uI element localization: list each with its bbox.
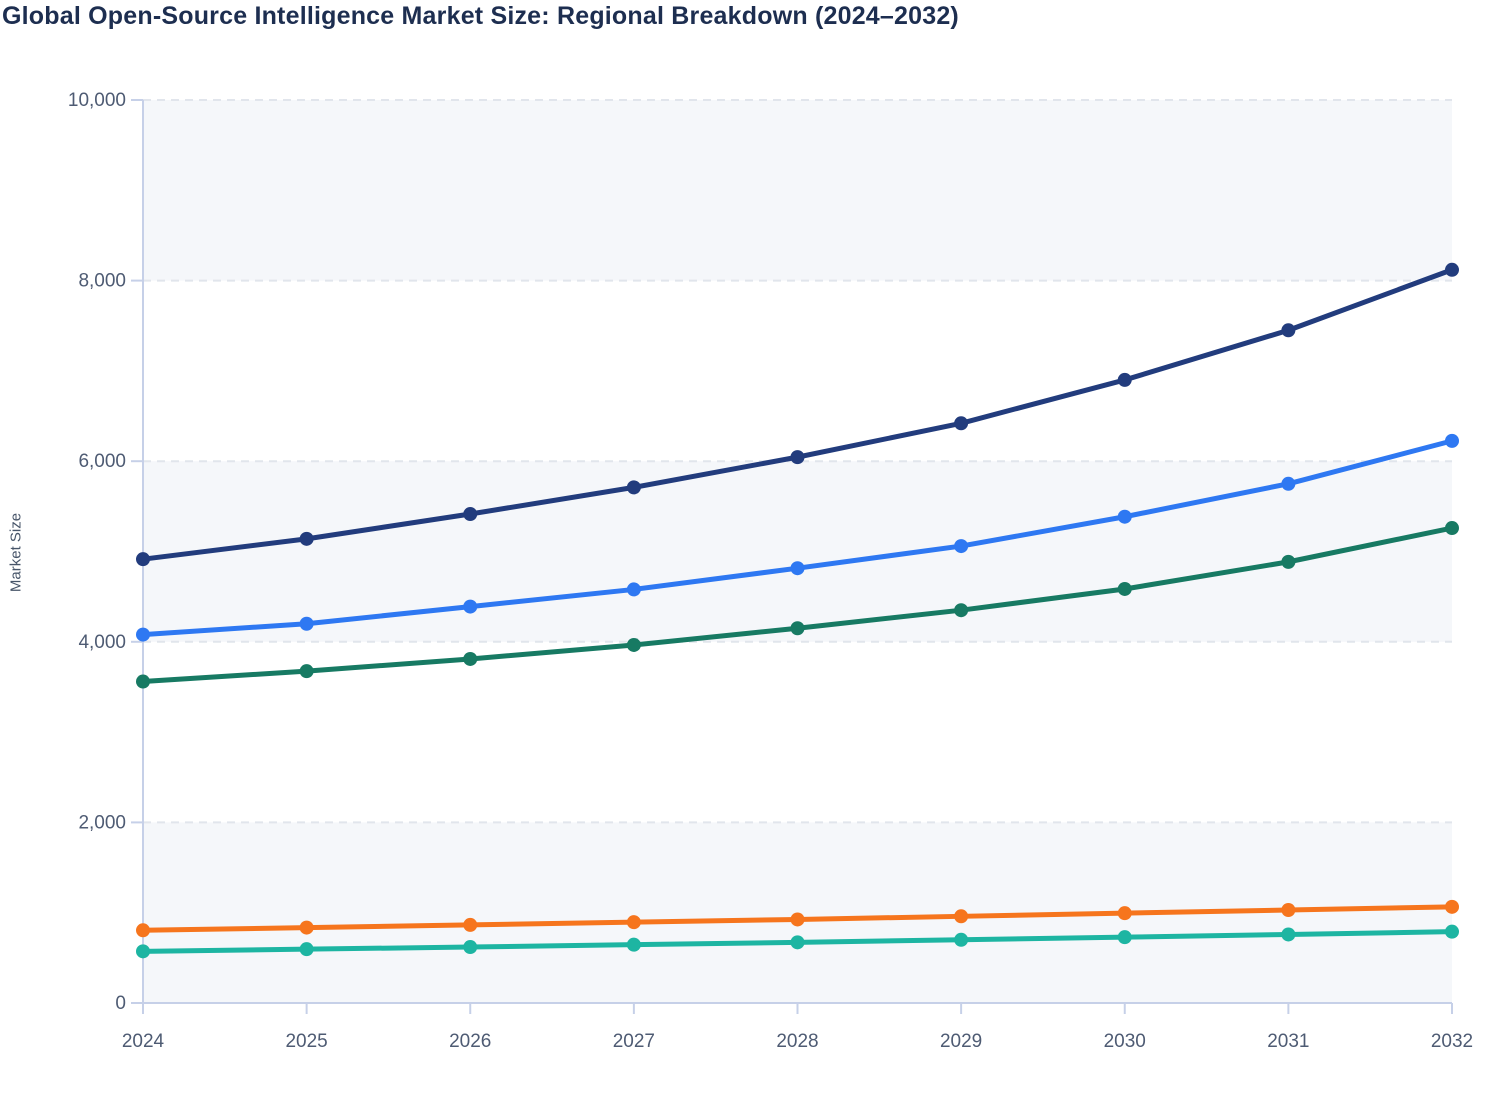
x-tick-label: 2027 [613,1031,655,1052]
series-blue-point [626,582,641,597]
plot-band [143,461,1452,642]
series-teal-point [463,940,478,955]
x-tick-label: 2028 [776,1031,818,1052]
series-blue-point [463,599,478,614]
series-navy-point [1281,323,1296,338]
series-green-point [1117,581,1132,596]
y-tick-label: 0 [115,993,126,1014]
series-green-point [1281,554,1296,569]
series-navy-point [299,531,314,546]
series-teal-point [1117,930,1132,945]
series-teal-point [1281,927,1296,942]
series-blue-point [299,616,314,631]
series-navy-point [136,552,150,567]
series-orange-point [1445,899,1459,914]
series-green-point [1445,521,1459,536]
series-navy-point [954,416,969,431]
series-green-point [463,651,478,666]
series-teal-point [626,937,641,952]
series-teal-point [1445,924,1459,939]
x-tick-label: 2031 [1267,1031,1309,1052]
x-tick-label: 2024 [122,1031,165,1052]
series-blue-point [790,561,805,576]
series-teal-point [790,935,805,950]
series-orange-point [136,923,150,938]
series-blue-point [1117,509,1132,524]
series-orange-point [1281,902,1296,917]
series-orange-point [1117,906,1132,921]
series-green-point [299,664,314,679]
x-tick-label: 2032 [1431,1031,1473,1052]
series-teal-point [954,932,969,947]
chart-title: Global Open-Source Intelligence Market S… [2,2,959,30]
series-green-point [790,621,805,636]
series-navy-point [463,507,478,522]
series-green-point [136,674,150,689]
series-orange-point [626,915,641,930]
series-green-point [626,637,641,652]
series-navy-point [790,450,805,465]
series-navy-point [626,480,641,495]
series-navy-point [1445,262,1459,277]
series-teal-point [136,944,150,959]
series-orange-point [299,920,314,935]
x-tick-label: 2026 [449,1031,491,1052]
series-navy-point [1117,372,1132,387]
series-teal-point [299,942,314,957]
y-tick-label: 2,000 [78,812,126,833]
series-blue-point [136,627,150,642]
y-tick-label: 8,000 [78,271,126,292]
series-blue-point [954,539,969,554]
x-tick-label: 2025 [285,1031,327,1052]
y-tick-label: 10,000 [68,90,126,111]
x-tick-label: 2030 [1104,1031,1146,1052]
series-green-point [954,603,969,618]
series-orange-point [463,917,478,932]
y-tick-label: 6,000 [78,451,126,472]
plot-band [143,100,1452,281]
series-blue-point [1281,476,1296,491]
series-orange-point [790,912,805,927]
x-tick-label: 2029 [940,1031,982,1052]
series-blue-point [1445,433,1459,448]
series-orange-point [954,909,969,924]
y-tick-label: 4,000 [78,632,126,653]
